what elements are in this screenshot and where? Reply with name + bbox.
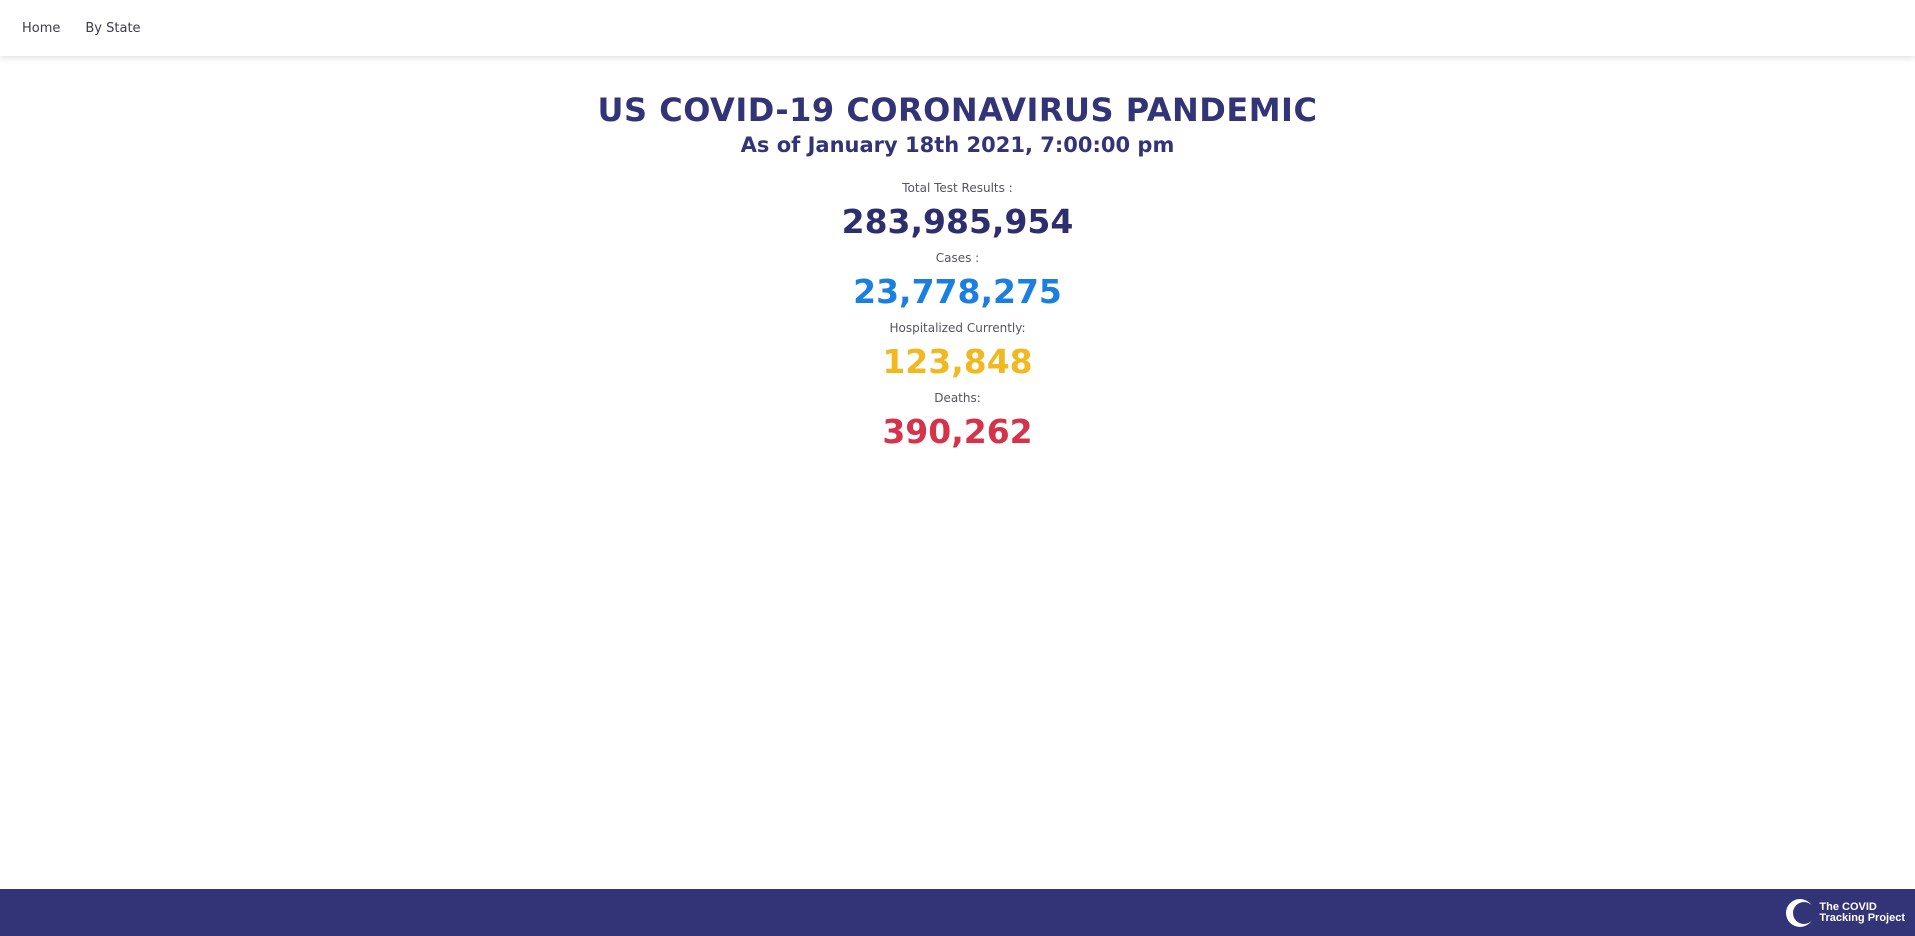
stats-list: Total Test Results : 283,985,954 Cases :… <box>0 180 1915 454</box>
stat-value-total-tests: 283,985,954 <box>841 202 1074 241</box>
covid-tracking-project-logo[interactable]: The COVID Tracking Project <box>1785 895 1905 931</box>
crescent-logo-icon <box>1786 899 1816 927</box>
nav-link-by-state[interactable]: By State <box>85 20 141 36</box>
page-subtitle: As of January 18th 2021, 7:00:00 pm <box>740 133 1175 157</box>
stat-label-deaths: Deaths: <box>934 391 981 405</box>
top-navbar: Home By State <box>0 0 1915 56</box>
logo-text-line1: The COVID <box>1819 901 1877 913</box>
stat-label-hospitalized: Hospitalized Currently: <box>889 321 1026 335</box>
page-title: US COVID-19 CORONAVIRUS PANDEMIC <box>597 91 1318 129</box>
stat-value-deaths: 390,262 <box>882 412 1033 451</box>
stat-hospitalized: Hospitalized Currently: 123,848 <box>0 320 1915 384</box>
main-content: US COVID-19 CORONAVIRUS PANDEMIC As of J… <box>0 56 1915 889</box>
stat-value-cases: 23,778,275 <box>853 272 1062 311</box>
stat-label-total-tests: Total Test Results : <box>902 181 1013 195</box>
stat-value-hospitalized: 123,848 <box>882 342 1033 381</box>
stat-total-tests: Total Test Results : 283,985,954 <box>0 180 1915 244</box>
logo-text: The COVID Tracking Project <box>1819 902 1905 924</box>
logo-text-line2: Tracking Project <box>1819 912 1905 924</box>
stat-deaths: Deaths: 390,262 <box>0 390 1915 454</box>
nav-link-home[interactable]: Home <box>22 20 61 36</box>
stat-label-cases: Cases : <box>935 251 980 265</box>
stat-cases: Cases : 23,778,275 <box>0 250 1915 314</box>
footer: The COVID Tracking Project <box>0 889 1915 936</box>
